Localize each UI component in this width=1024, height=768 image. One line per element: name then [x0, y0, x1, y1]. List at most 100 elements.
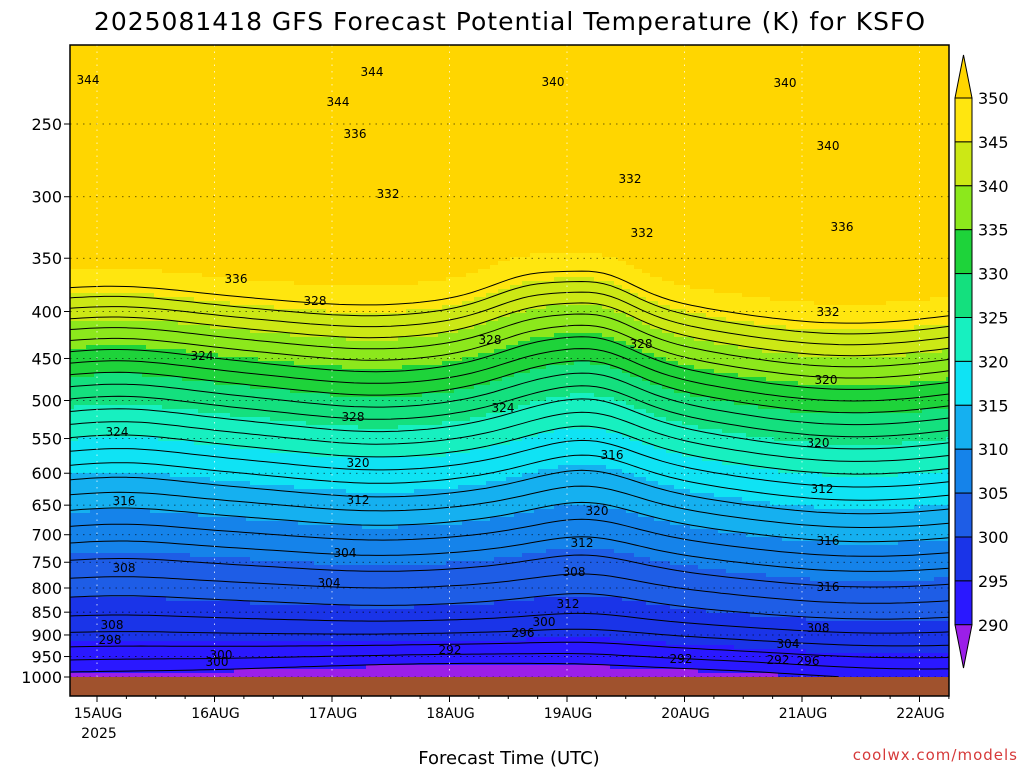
band-cell: [170, 641, 175, 674]
band-cell: [262, 641, 267, 670]
band-cell: [194, 673, 199, 678]
band-cell: [238, 449, 243, 482]
band-cell: [378, 285, 383, 314]
band-cell: [886, 301, 891, 330]
band-cell: [386, 313, 391, 342]
band-cell: [770, 617, 775, 650]
band-cell: [618, 401, 623, 434]
band-cell: [626, 513, 631, 554]
band-cell: [586, 305, 591, 334]
band-cell: [794, 649, 799, 678]
band-cell: [946, 577, 949, 622]
band-cell: [570, 365, 575, 394]
colorbar-swatch: [954, 404, 973, 450]
band-cell: [150, 597, 155, 642]
band-cell: [258, 361, 263, 390]
colorbar-swatch: [954, 141, 973, 187]
band-cell: [918, 653, 923, 678]
band-cell: [618, 669, 623, 678]
band-cell: [686, 337, 691, 366]
band-cell: [846, 581, 851, 622]
band-cell: [870, 305, 875, 330]
band-cell: [706, 461, 711, 494]
band-cell: [94, 405, 99, 438]
band-cell: [94, 345, 99, 374]
band-cell: [898, 45, 903, 302]
band-cell: [710, 493, 715, 530]
band-cell: [210, 381, 215, 414]
band-cell: [502, 517, 507, 558]
band-cell: [306, 525, 311, 562]
band-cell: [542, 337, 547, 370]
band-cell: [86, 45, 91, 270]
colorbar-swatch: [954, 317, 973, 362]
band-cell: [638, 669, 643, 678]
band-cell: [918, 541, 923, 582]
credit-text[interactable]: coolwx.com/models: [853, 746, 1018, 764]
band-cell: [142, 597, 147, 642]
band-cell: [938, 473, 943, 506]
contour-line-290: [70, 662, 839, 678]
contour-label: 336: [344, 127, 367, 141]
band-cell: [738, 349, 743, 378]
band-cell: [714, 401, 719, 430]
band-cell: [926, 621, 931, 654]
band-cell: [590, 549, 595, 598]
band-cell: [146, 597, 151, 642]
band-cell: [466, 329, 471, 358]
band-cell: [306, 605, 311, 642]
colorbar-swatch: [954, 273, 973, 319]
band-cell: [342, 669, 347, 678]
band-cell: [230, 449, 235, 482]
x-tick-label: 19AUG: [544, 706, 593, 722]
band-cell: [514, 45, 519, 258]
band-cell: [642, 669, 647, 678]
band-cell: [638, 641, 643, 670]
x-tick-label: 21AUG: [779, 706, 828, 722]
band-cell: [934, 409, 939, 442]
contour-label: 340: [542, 75, 565, 89]
band-cell: [118, 321, 123, 346]
band-cell: [354, 425, 359, 458]
band-cell: [670, 333, 675, 362]
band-cell: [122, 45, 127, 270]
band-cell: [154, 349, 159, 378]
band-cell: [322, 525, 327, 566]
y-tick-label: 450: [31, 349, 62, 368]
x-tick-label: 15AUG: [74, 706, 123, 722]
band-cell: [342, 337, 347, 370]
band-cell: [78, 473, 83, 514]
band-cell: [798, 441, 803, 474]
band-cell: [634, 441, 639, 478]
band-cell: [358, 313, 363, 342]
band-cell: [606, 365, 611, 398]
band-cell: [118, 345, 123, 374]
band-cell: [710, 613, 715, 646]
band-cell: [250, 449, 255, 486]
band-cell: [446, 525, 451, 562]
band-cell: [346, 341, 351, 370]
band-cell: [634, 601, 639, 642]
band-cell: [586, 277, 591, 306]
band-cell: [882, 581, 887, 622]
band-cell: [270, 641, 275, 670]
band-cell: [294, 489, 299, 522]
band-cell: [254, 417, 259, 450]
band-cell: [166, 553, 171, 602]
band-cell: [794, 441, 799, 474]
band-cell: [714, 45, 719, 294]
band-cell: [694, 645, 699, 670]
band-cell: [658, 277, 663, 306]
band-cell: [886, 445, 891, 478]
contour-label: 308: [113, 561, 136, 575]
band-cell: [518, 405, 523, 442]
band-cell: [274, 669, 279, 678]
band-cell: [518, 441, 523, 478]
band-cell: [890, 477, 895, 510]
band-cell: [162, 273, 167, 298]
band-cell: [70, 553, 75, 598]
band-cell: [222, 517, 227, 558]
band-cell: [866, 581, 871, 622]
band-cell: [510, 557, 515, 602]
band-cell: [798, 649, 803, 678]
